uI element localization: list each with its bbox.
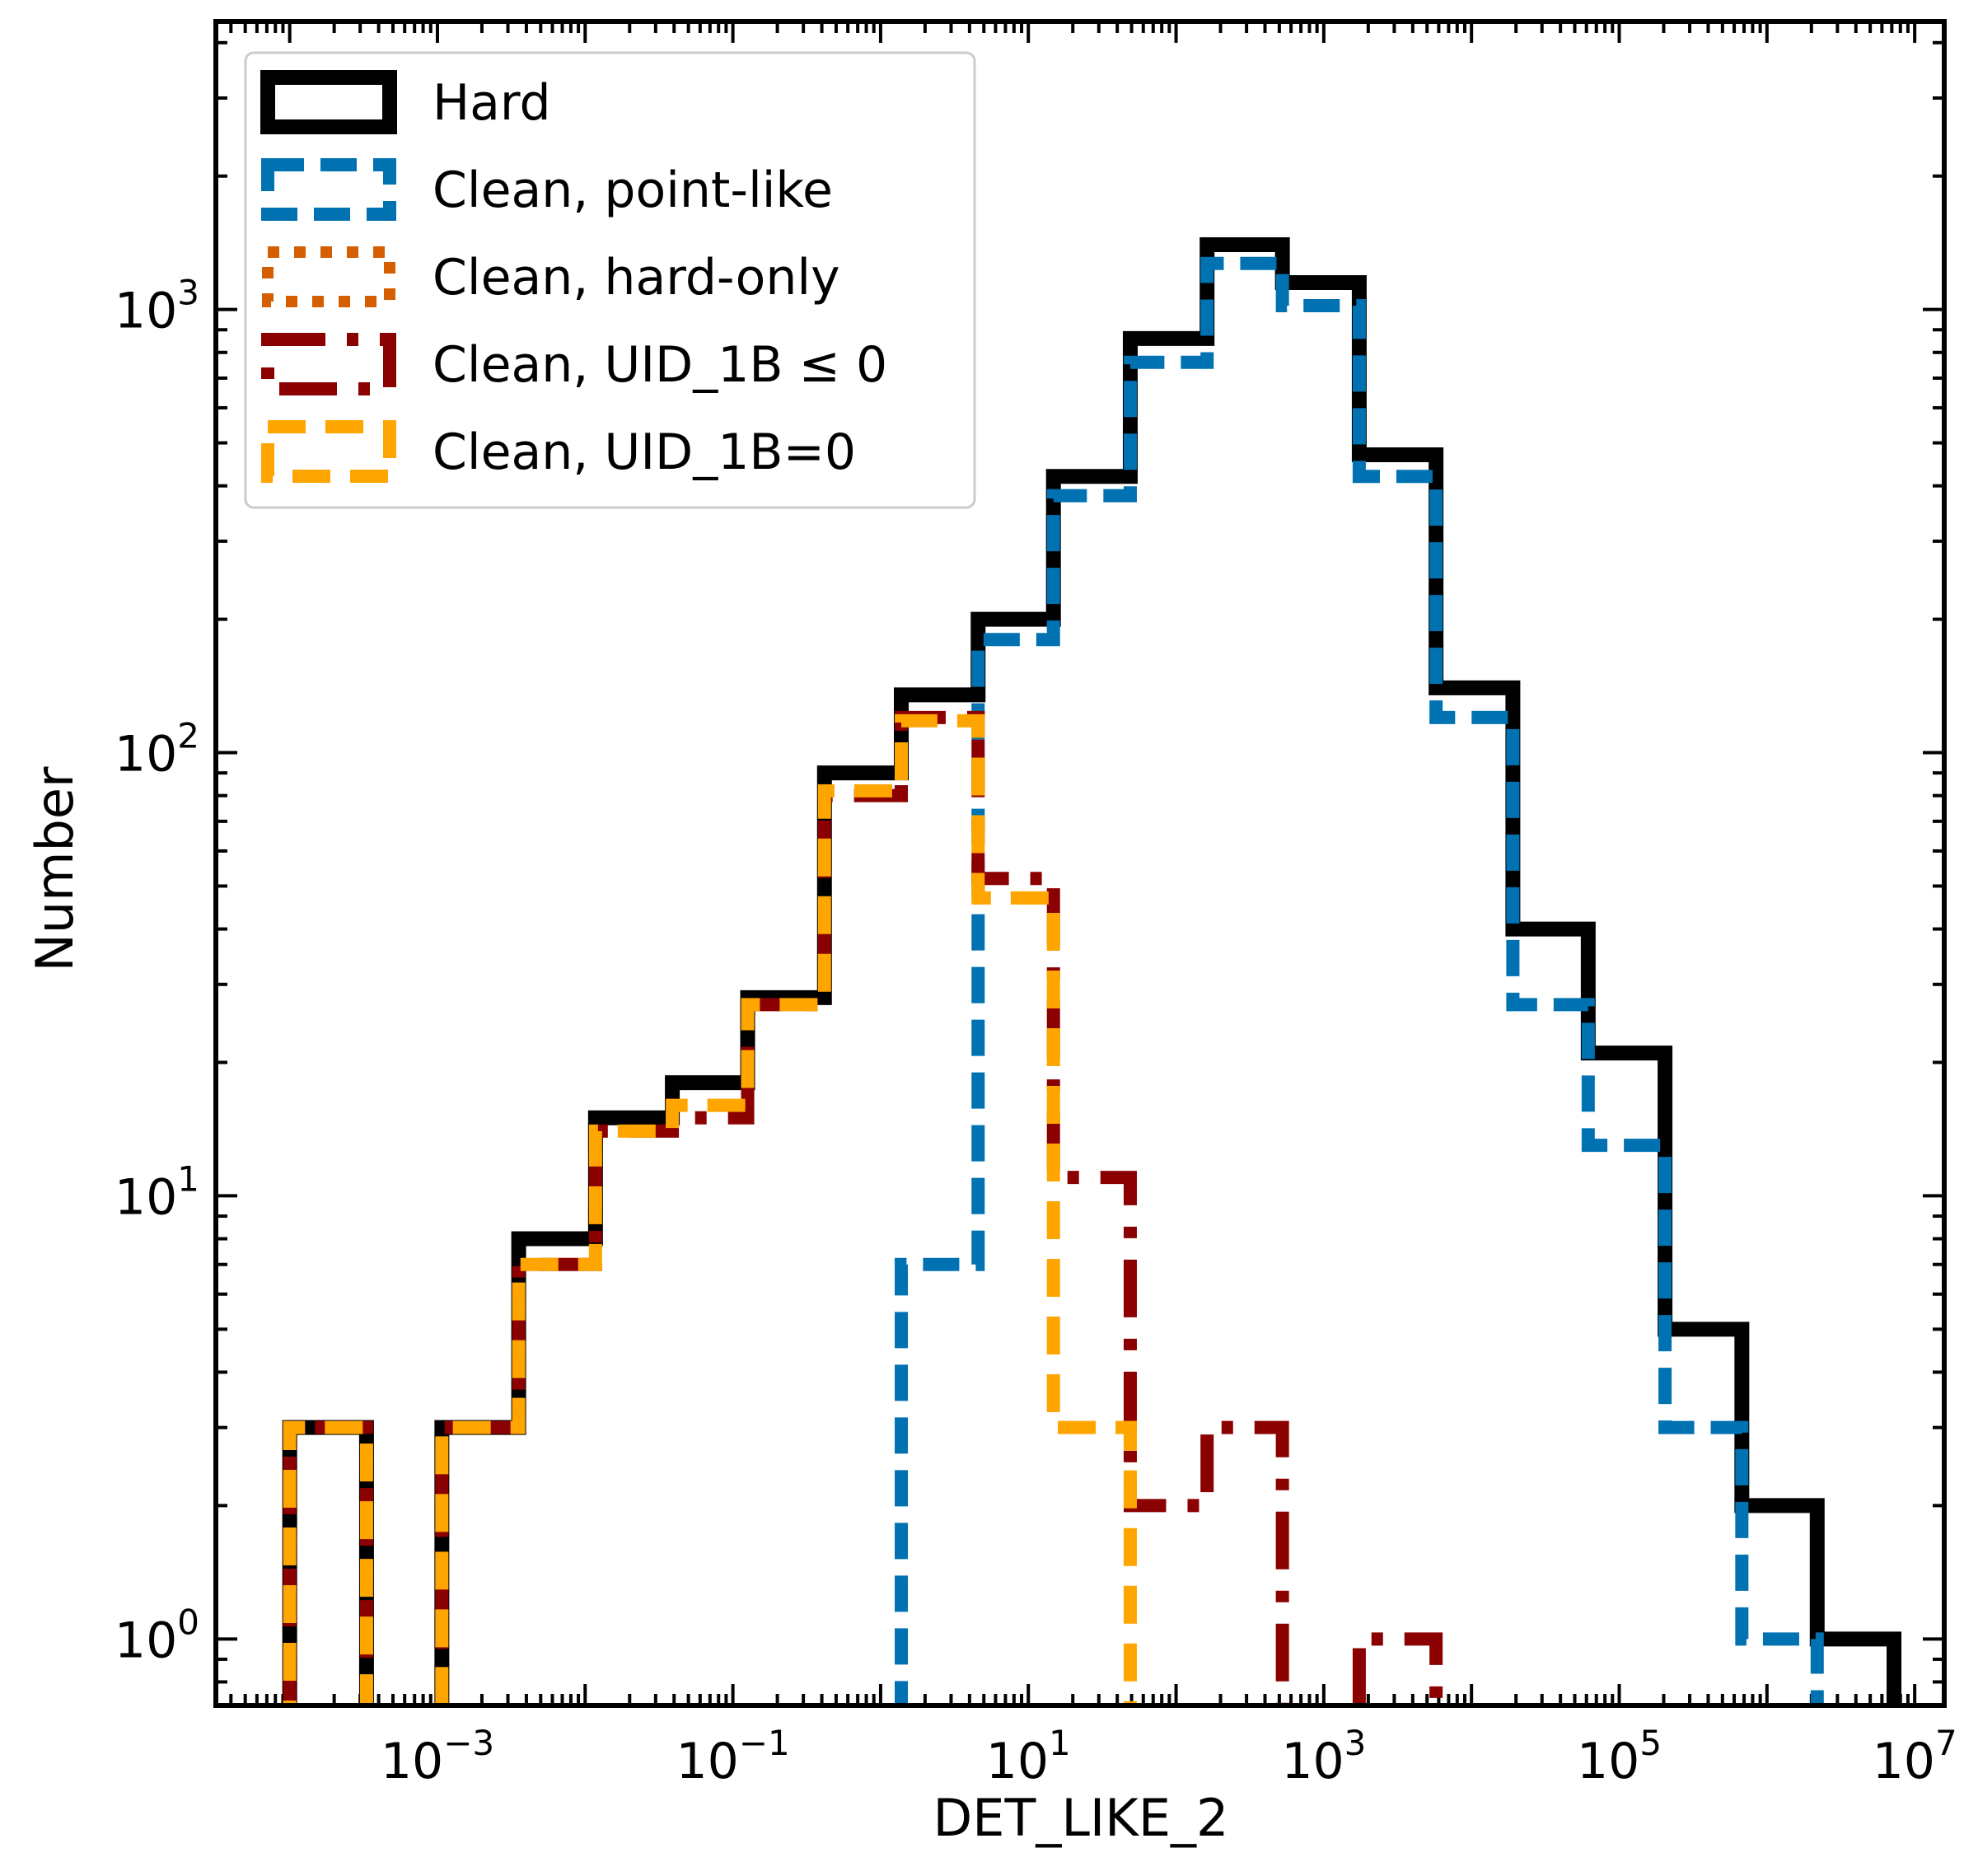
x-tick-label: 101 <box>986 1723 1071 1790</box>
x-tick-label: 10−3 <box>381 1723 494 1790</box>
legend: Hard Clean, point-like Clean, hard-only Cle… <box>244 51 976 509</box>
tick-labels: 10−3 10−1 101 103 105 107 100 101 102 103 <box>115 273 1957 1790</box>
x-tick-label: 107 <box>1873 1723 1957 1790</box>
series-1-histogram <box>895 256 1824 1705</box>
y-tick-label: 100 <box>115 1602 199 1669</box>
y-tick-label: 103 <box>115 273 199 340</box>
series-group <box>282 237 1902 1705</box>
histogram-series <box>282 237 1902 1705</box>
legend-label-2: Clean, hard-only <box>433 249 840 306</box>
legend-label-1: Clean, point-like <box>433 161 833 219</box>
x-axis-label: DET_LIKE_2 <box>933 1788 1229 1848</box>
x-tick-label: 10−1 <box>676 1723 789 1790</box>
legend-swatch-0 <box>260 70 397 134</box>
legend-label-0: Hard <box>433 74 551 132</box>
x-tick-label: 105 <box>1577 1723 1662 1790</box>
series-4-histogram <box>283 713 1137 1705</box>
legend-box <box>244 51 976 509</box>
x-tick-label: 103 <box>1281 1723 1366 1790</box>
legend-label-4: Clean, UID_1B=0 <box>433 423 856 481</box>
y-tick-label: 102 <box>115 716 199 784</box>
legend-swatch-1 <box>261 158 396 221</box>
legend-swatch-3 <box>261 333 396 395</box>
plot-frame <box>213 19 1947 1708</box>
y-axis-label: Number <box>25 766 85 972</box>
legend-swatch-4 <box>261 420 396 483</box>
legend-swatch-2 <box>262 246 395 307</box>
series-0-histogram <box>282 237 1902 1705</box>
y-tick-label: 101 <box>115 1158 199 1226</box>
legend-label-3: Clean, UID_1B ≤ 0 <box>433 336 887 394</box>
